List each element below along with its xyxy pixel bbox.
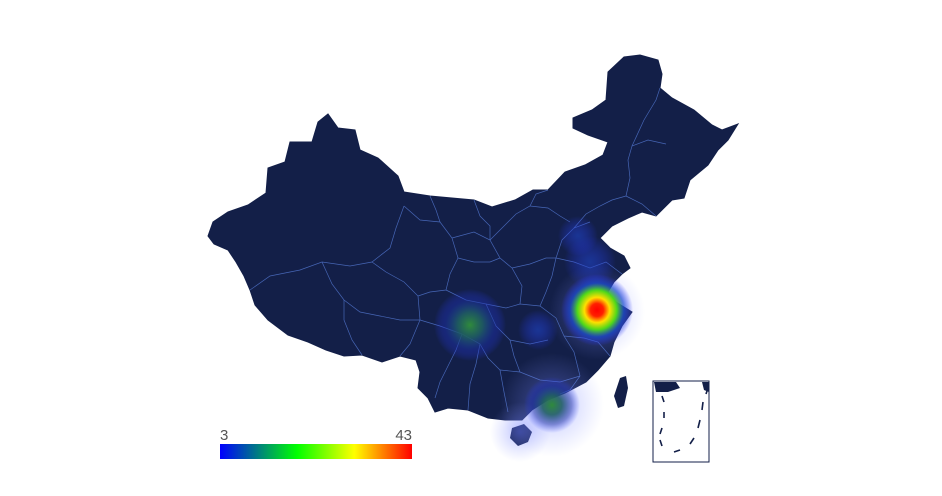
visual-map-legend[interactable]: 3 43	[220, 428, 412, 460]
nine-dash-line	[659, 387, 709, 453]
heat-spot-sichuan	[434, 289, 506, 361]
mainland-shape	[207, 54, 740, 421]
south-china-sea-inset	[652, 380, 710, 463]
heat-spot-shandong	[558, 216, 598, 256]
heat-spot-shanghai	[561, 274, 633, 346]
legend-color-bar[interactable]	[220, 444, 412, 459]
legend-min-label: 3	[220, 427, 229, 444]
heat-spot-guangdong	[524, 377, 580, 433]
heat-layer	[434, 216, 645, 462]
inset-frame	[652, 380, 710, 463]
legend-max-label: 43	[395, 427, 412, 444]
taiwan-island	[614, 376, 628, 408]
heat-spot-hubei	[518, 310, 558, 350]
inset-land	[654, 382, 680, 392]
